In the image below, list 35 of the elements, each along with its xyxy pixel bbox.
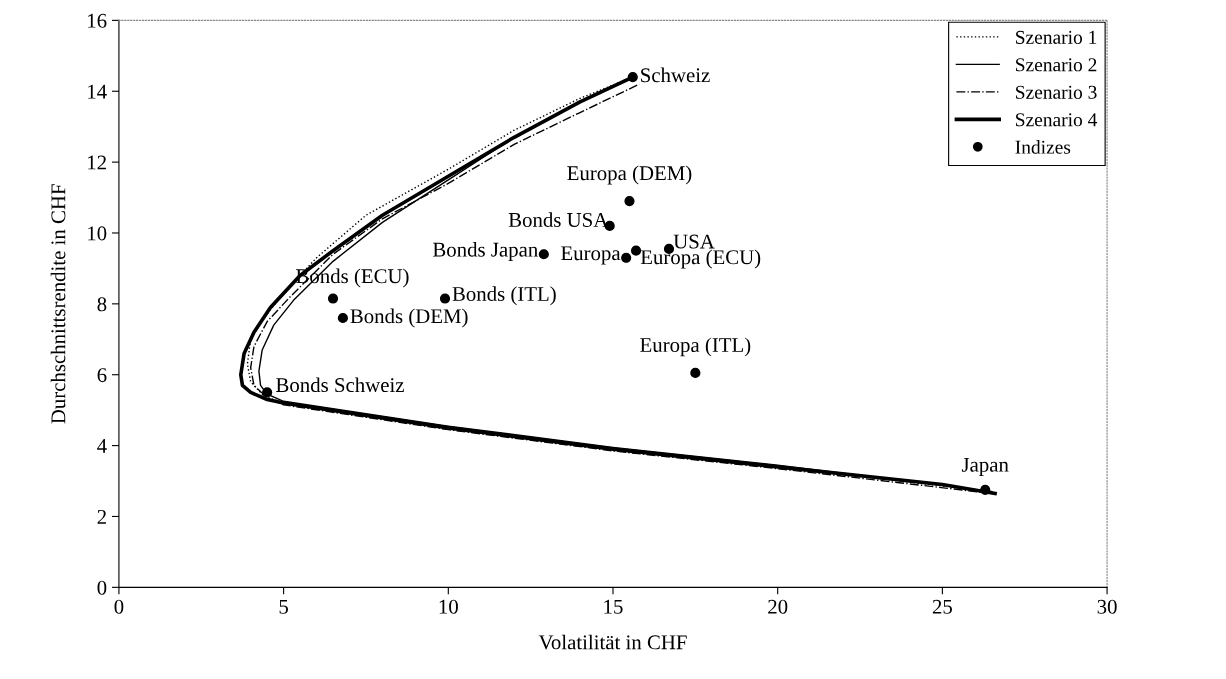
x-tick-label: 10: [439, 599, 458, 614]
legend-label: Szenario 4: [1016, 113, 1098, 127]
annotation: USA: [673, 234, 715, 249]
x-tick-label: 25: [932, 599, 952, 614]
x-tick-label: 15: [604, 599, 623, 614]
legend-label: Szenario 2: [1016, 58, 1097, 72]
x-axis-title: Volatilität in CHF: [538, 634, 687, 650]
y-tick-label: 0: [97, 580, 107, 595]
y-tick-label: 4: [97, 439, 107, 453]
annotation: Bonds Schweiz: [276, 377, 404, 393]
annotation: Schweiz: [641, 67, 710, 83]
annotation: Europa (DEM): [567, 165, 692, 185]
y-tick-label: 8: [97, 297, 107, 312]
x-tick-label: 5: [279, 599, 289, 614]
y-axis-title: Durchschnittsrendite in CHF: [50, 184, 66, 424]
annotation: Europa (ECU): [640, 249, 761, 269]
annotation: Bonds USA: [508, 212, 609, 227]
annotation: Europa: [561, 246, 621, 265]
x-tick-label: 20: [768, 599, 788, 614]
y-tick-label: 14: [88, 84, 107, 99]
annotation: Europa (ITL): [640, 337, 751, 357]
x-tick-label: 0: [114, 599, 124, 614]
legend-label: Szenario 1: [1016, 30, 1097, 44]
annotation: Bonds (ITL): [452, 286, 556, 306]
legend-label: Szenario 3: [1016, 85, 1097, 99]
x-tick-label: 30: [1097, 599, 1117, 614]
y-tick-label: 10: [88, 226, 107, 241]
y-tick-label: 16: [88, 13, 107, 28]
y-tick-label: 2: [97, 509, 106, 524]
annotation: Bonds Japan: [432, 242, 538, 261]
legend-label: Indizes: [1015, 140, 1071, 154]
annotation: Japan: [961, 457, 1009, 476]
y-tick-label: 12: [88, 155, 106, 170]
annotation: Bonds (DEM): [350, 308, 468, 328]
y-tick-label: 6: [97, 368, 107, 383]
